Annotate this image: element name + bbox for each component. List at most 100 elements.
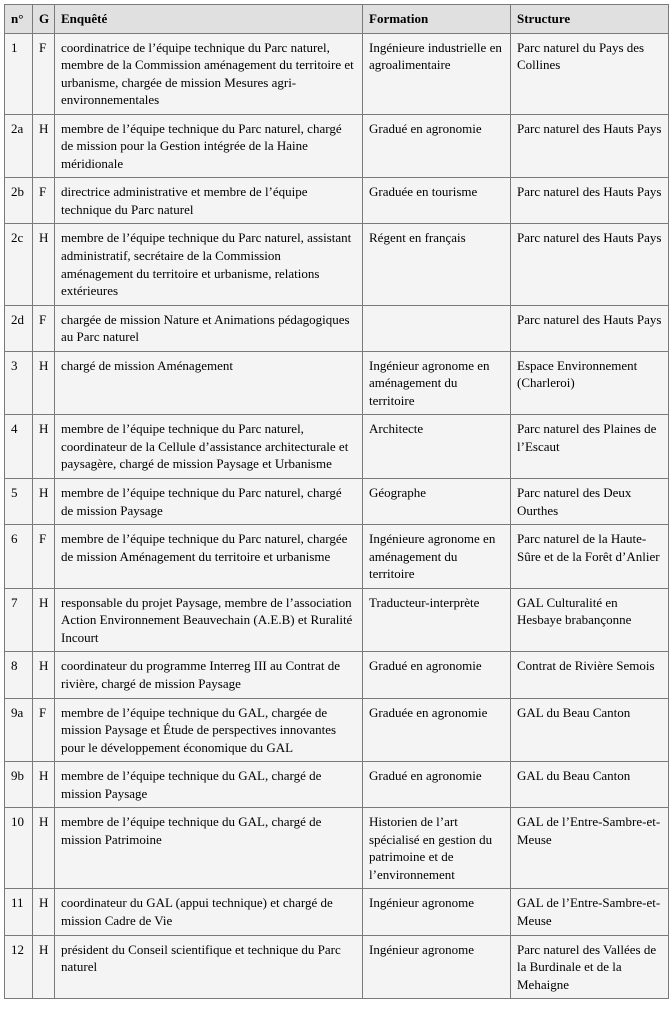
cell-enquete: responsable du projet Paysage, membre de… <box>55 588 363 652</box>
cell-genre: H <box>33 224 55 305</box>
cell-genre: H <box>33 762 55 808</box>
cell-formation: Ingénieur agronome <box>363 889 511 935</box>
cell-structure: GAL de l’Entre-Sambre-et-Meuse <box>511 889 669 935</box>
cell-genre: H <box>33 808 55 889</box>
cell-enquete: coordinateur du GAL (appui technique) et… <box>55 889 363 935</box>
cell-genre: H <box>33 935 55 999</box>
cell-no: 2d <box>5 305 33 351</box>
cell-no: 8 <box>5 652 33 698</box>
cell-no: 2c <box>5 224 33 305</box>
table-row: 11Hcoordinateur du GAL (appui technique)… <box>5 889 669 935</box>
table-row: 5Hmembre de l’équipe technique du Parc n… <box>5 479 669 525</box>
cell-formation: Graduée en agronomie <box>363 698 511 762</box>
cell-formation: Géographe <box>363 479 511 525</box>
cell-no: 1 <box>5 33 33 114</box>
cell-no: 7 <box>5 588 33 652</box>
col-structure: Structure <box>511 5 669 34</box>
table-row: 12Hprésident du Conseil scientifique et … <box>5 935 669 999</box>
cell-genre: F <box>33 178 55 224</box>
cell-formation: Ingénieure industrielle en agroalimentai… <box>363 33 511 114</box>
table-row: 3Hchargé de mission AménagementIngénieur… <box>5 351 669 415</box>
cell-formation: Régent en français <box>363 224 511 305</box>
cell-structure: GAL de l’Entre-Sambre-et-Meuse <box>511 808 669 889</box>
cell-structure: GAL du Beau Canton <box>511 698 669 762</box>
cell-no: 6 <box>5 525 33 589</box>
header-row: n° G Enquêté Formation Structure <box>5 5 669 34</box>
cell-enquete: membre de l’équipe technique du Parc nat… <box>55 415 363 479</box>
cell-genre: F <box>33 698 55 762</box>
cell-no: 3 <box>5 351 33 415</box>
cell-genre: H <box>33 652 55 698</box>
cell-structure: GAL du Beau Canton <box>511 762 669 808</box>
cell-genre: H <box>33 889 55 935</box>
cell-formation: Historien de l’art spécialisé en gestion… <box>363 808 511 889</box>
cell-structure: Parc naturel des Vallées de la Burdinale… <box>511 935 669 999</box>
cell-enquete: chargé de mission Aménagement <box>55 351 363 415</box>
cell-enquete: membre de l’équipe technique du GAL, cha… <box>55 698 363 762</box>
cell-structure: Espace Environnement (Charleroi) <box>511 351 669 415</box>
cell-genre: F <box>33 305 55 351</box>
cell-formation: Traducteur-interprète <box>363 588 511 652</box>
cell-enquete: président du Conseil scientifique et tec… <box>55 935 363 999</box>
cell-enquete: chargée de mission Nature et Animations … <box>55 305 363 351</box>
cell-enquete: coordinatrice de l’équipe technique du P… <box>55 33 363 114</box>
cell-genre: H <box>33 588 55 652</box>
table-row: 2dFchargée de mission Nature et Animatio… <box>5 305 669 351</box>
table-row: 9bHmembre de l’équipe technique du GAL, … <box>5 762 669 808</box>
cell-genre: F <box>33 525 55 589</box>
cell-formation: Ingénieur agronome en aménagement du ter… <box>363 351 511 415</box>
table-row: 7Hresponsable du projet Paysage, membre … <box>5 588 669 652</box>
col-no: n° <box>5 5 33 34</box>
cell-formation: Graduée en tourisme <box>363 178 511 224</box>
col-formation: Formation <box>363 5 511 34</box>
cell-enquete: membre de l’équipe technique du Parc nat… <box>55 224 363 305</box>
cell-enquete: membre de l’équipe technique du Parc nat… <box>55 114 363 178</box>
table-row: 1Fcoordinatrice de l’équipe technique du… <box>5 33 669 114</box>
table-body: 1Fcoordinatrice de l’équipe technique du… <box>5 33 669 999</box>
cell-enquete: membre de l’équipe technique du Parc nat… <box>55 525 363 589</box>
cell-genre: H <box>33 351 55 415</box>
col-enquete: Enquêté <box>55 5 363 34</box>
cell-structure: Parc naturel du Pays des Collines <box>511 33 669 114</box>
cell-structure: Parc naturel des Hauts Pays <box>511 305 669 351</box>
cell-genre: H <box>33 114 55 178</box>
cell-genre: F <box>33 33 55 114</box>
cell-formation: Architecte <box>363 415 511 479</box>
table-row: 2cHmembre de l’équipe technique du Parc … <box>5 224 669 305</box>
cell-no: 11 <box>5 889 33 935</box>
cell-no: 9a <box>5 698 33 762</box>
cell-formation: Gradué en agronomie <box>363 762 511 808</box>
cell-formation: Gradué en agronomie <box>363 114 511 178</box>
cell-enquete: coordinateur du programme Interreg III a… <box>55 652 363 698</box>
cell-structure: GAL Culturalité en Hesbaye brabançonne <box>511 588 669 652</box>
table-row: 6Fmembre de l’équipe technique du Parc n… <box>5 525 669 589</box>
cell-genre: H <box>33 479 55 525</box>
table-row: 2bFdirectrice administrative et membre d… <box>5 178 669 224</box>
cell-enquete: membre de l’équipe technique du Parc nat… <box>55 479 363 525</box>
table-row: 4Hmembre de l’équipe technique du Parc n… <box>5 415 669 479</box>
cell-structure: Parc naturel de la Haute-Sûre et de la F… <box>511 525 669 589</box>
cell-genre: H <box>33 415 55 479</box>
cell-formation: Gradué en agronomie <box>363 652 511 698</box>
cell-enquete: membre de l’équipe technique du GAL, cha… <box>55 808 363 889</box>
cell-structure: Parc naturel des Hauts Pays <box>511 224 669 305</box>
col-genre: G <box>33 5 55 34</box>
cell-formation: Ingénieur agronome <box>363 935 511 999</box>
table-row: 10Hmembre de l’équipe technique du GAL, … <box>5 808 669 889</box>
table-row: 2aHmembre de l’équipe technique du Parc … <box>5 114 669 178</box>
cell-structure: Parc naturel des Hauts Pays <box>511 178 669 224</box>
cell-no: 4 <box>5 415 33 479</box>
enquete-table: n° G Enquêté Formation Structure 1Fcoord… <box>4 4 669 999</box>
cell-no: 9b <box>5 762 33 808</box>
cell-no: 2b <box>5 178 33 224</box>
cell-structure: Parc naturel des Deux Ourthes <box>511 479 669 525</box>
cell-structure: Contrat de Rivière Semois <box>511 652 669 698</box>
cell-enquete: membre de l’équipe technique du GAL, cha… <box>55 762 363 808</box>
cell-no: 2a <box>5 114 33 178</box>
cell-formation <box>363 305 511 351</box>
cell-structure: Parc naturel des Hauts Pays <box>511 114 669 178</box>
cell-enquete: directrice administrative et membre de l… <box>55 178 363 224</box>
cell-no: 10 <box>5 808 33 889</box>
table-row: 9aFmembre de l’équipe technique du GAL, … <box>5 698 669 762</box>
cell-structure: Parc naturel des Plaines de l’Escaut <box>511 415 669 479</box>
